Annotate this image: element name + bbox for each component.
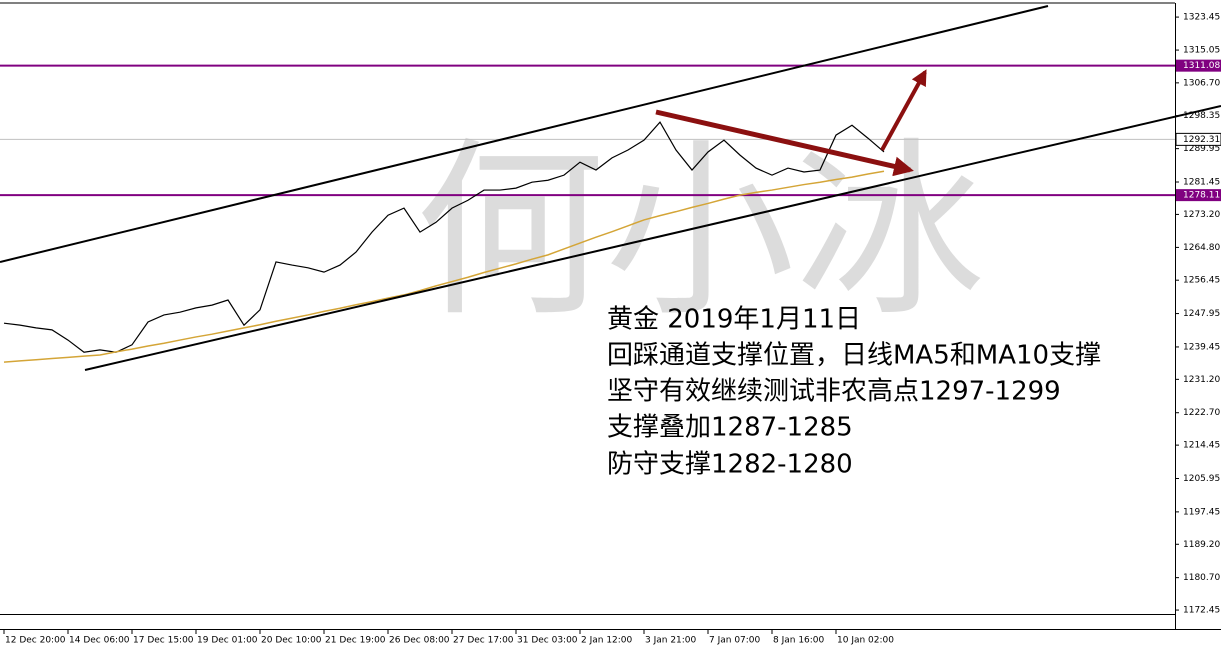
y-tick-label: 1306.70	[1183, 78, 1220, 88]
x-tick-label: 26 Dec 08:00	[389, 636, 450, 646]
x-tick-label: 7 Jan 07:00	[709, 636, 761, 646]
channel-lower	[84, 105, 1221, 371]
arrow-up	[880, 69, 927, 151]
level-label: 1278.11	[1183, 191, 1220, 201]
y-tick-label: 1197.45	[1183, 507, 1220, 517]
y-tick-label: 1247.95	[1183, 309, 1220, 319]
y-tick-label: 1264.80	[1183, 243, 1220, 253]
annotation-line: 黄金 2019年1月11日	[607, 305, 861, 335]
annotation-line: 支撑叠加1287-1285	[607, 413, 853, 443]
y-tick-label: 1239.45	[1183, 342, 1220, 352]
price-line	[3, 121, 885, 353]
x-tick-label: 12 Dec 20:00	[5, 636, 66, 646]
x-tick-label: 17 Dec 15:00	[133, 636, 194, 646]
y-tick-label: 1180.70	[1183, 573, 1220, 583]
x-tick-label: 19 Dec 01:00	[197, 636, 258, 646]
arrow-down	[655, 109, 914, 177]
watermark: 何小冰	[415, 121, 985, 342]
level-badge	[1176, 189, 1221, 202]
y-tick-label: 1189.20	[1183, 540, 1220, 550]
x-tick-label: 20 Dec 10:00	[261, 636, 322, 646]
x-tick-label: 14 Dec 06:00	[69, 636, 130, 646]
annotation-line: 坚守有效继续测试非农高点1297-1299	[607, 377, 1061, 407]
annotation-line: 回踩通道支撑位置，日线MA5和MA10支撑	[607, 341, 1101, 371]
x-tick-label: 3 Jan 21:00	[645, 636, 697, 646]
y-tick-label: 1273.20	[1183, 210, 1220, 220]
level-label: 1292.31	[1183, 135, 1220, 145]
y-tick-label: 1298.35	[1183, 111, 1220, 121]
y-tick-label: 1231.20	[1183, 375, 1220, 385]
x-tick-label: 10 Jan 02:00	[837, 636, 894, 646]
y-tick-label: 1205.95	[1183, 474, 1220, 484]
x-tick-label: 27 Dec 17:00	[453, 636, 514, 646]
y-tick-label: 1214.45	[1183, 441, 1220, 451]
y-tick-label: 1281.45	[1183, 178, 1220, 188]
level-badge	[1175, 132, 1221, 146]
moving-average	[3, 170, 885, 363]
y-tick-label: 1315.05	[1183, 46, 1220, 56]
level-label: 1311.08	[1183, 61, 1220, 71]
level-badge	[1176, 59, 1221, 72]
x-tick-label: 8 Jan 16:00	[773, 636, 825, 646]
channel-upper	[0, 5, 1049, 263]
y-tick-label: 1323.45	[1183, 13, 1220, 23]
x-tick-label: 21 Dec 19:00	[325, 636, 386, 646]
y-tick-label: 1289.95	[1183, 144, 1220, 154]
y-tick-label: 1256.45	[1183, 276, 1220, 286]
x-tick-label: 2 Jan 12:00	[581, 636, 633, 646]
plot-area	[0, 64, 1175, 363]
y-tick-label: 1222.70	[1183, 408, 1220, 418]
y-tick-label: 1172.45	[1183, 606, 1220, 616]
annotation-line: 防守支撑1282-1280	[607, 450, 853, 480]
x-tick-label: 31 Dec 03:00	[517, 636, 578, 646]
